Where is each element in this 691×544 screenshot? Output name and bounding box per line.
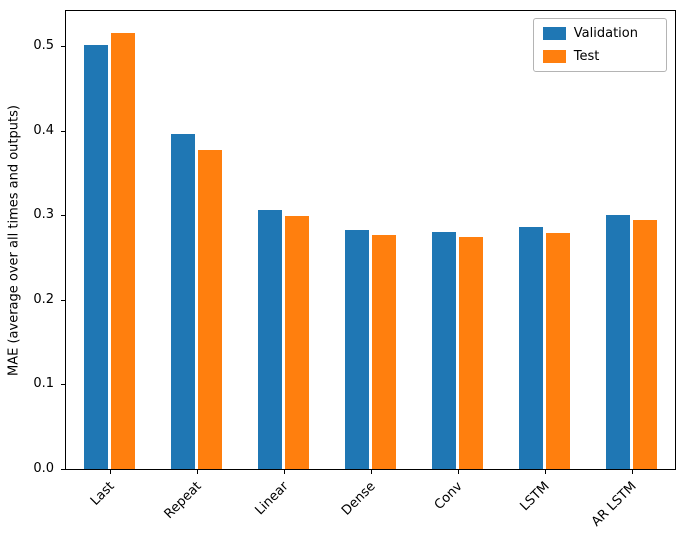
legend-swatch-validation: [542, 27, 566, 40]
bar-validation-conv: [432, 232, 456, 469]
y-tick-mark: [61, 131, 65, 132]
plot-area: Validation Test: [65, 10, 676, 470]
x-tick-mark: [110, 470, 111, 474]
bar-test-repeat: [198, 150, 222, 469]
y-tick-mark: [61, 215, 65, 216]
y-tick-label: 0.1: [33, 376, 54, 391]
bar-test-linear: [285, 216, 309, 469]
y-tick-label: 0.5: [33, 38, 54, 53]
x-tick-label: Last: [87, 479, 118, 509]
legend: Validation Test: [532, 18, 667, 72]
bar-validation-dense: [345, 230, 369, 469]
x-tick-mark: [371, 470, 372, 474]
bars-layer: [66, 11, 675, 469]
bar-test-last: [111, 33, 135, 469]
bar-validation-ar-lstm: [606, 215, 630, 469]
y-tick-label: 0.4: [33, 123, 54, 138]
bar-test-ar-lstm: [633, 220, 657, 469]
x-tick-mark: [197, 470, 198, 474]
legend-entry-test: Test: [542, 49, 656, 64]
y-tick-label: 0.0: [33, 461, 54, 476]
bar-test-lstm: [546, 233, 570, 469]
y-tick-mark: [61, 469, 65, 470]
y-tick-mark: [61, 300, 65, 301]
y-tick-label: 0.2: [33, 292, 54, 307]
bar-validation-repeat: [171, 134, 195, 469]
y-tick-mark: [61, 384, 65, 385]
x-tick-mark: [545, 470, 546, 474]
x-tick-mark: [284, 470, 285, 474]
legend-label-validation: Validation: [573, 26, 638, 41]
x-tick-mark: [632, 470, 633, 474]
bar-test-conv: [459, 237, 483, 469]
bar-validation-linear: [258, 210, 282, 469]
y-tick-label: 0.3: [33, 207, 54, 222]
legend-swatch-test: [542, 50, 566, 63]
bar-test-dense: [372, 235, 396, 469]
legend-entry-validation: Validation: [542, 26, 656, 41]
bar-validation-lstm: [519, 227, 543, 469]
y-tick-mark: [61, 46, 65, 47]
x-tick-mark: [458, 470, 459, 474]
legend-label-test: Test: [573, 49, 600, 64]
bar-validation-last: [84, 45, 108, 469]
